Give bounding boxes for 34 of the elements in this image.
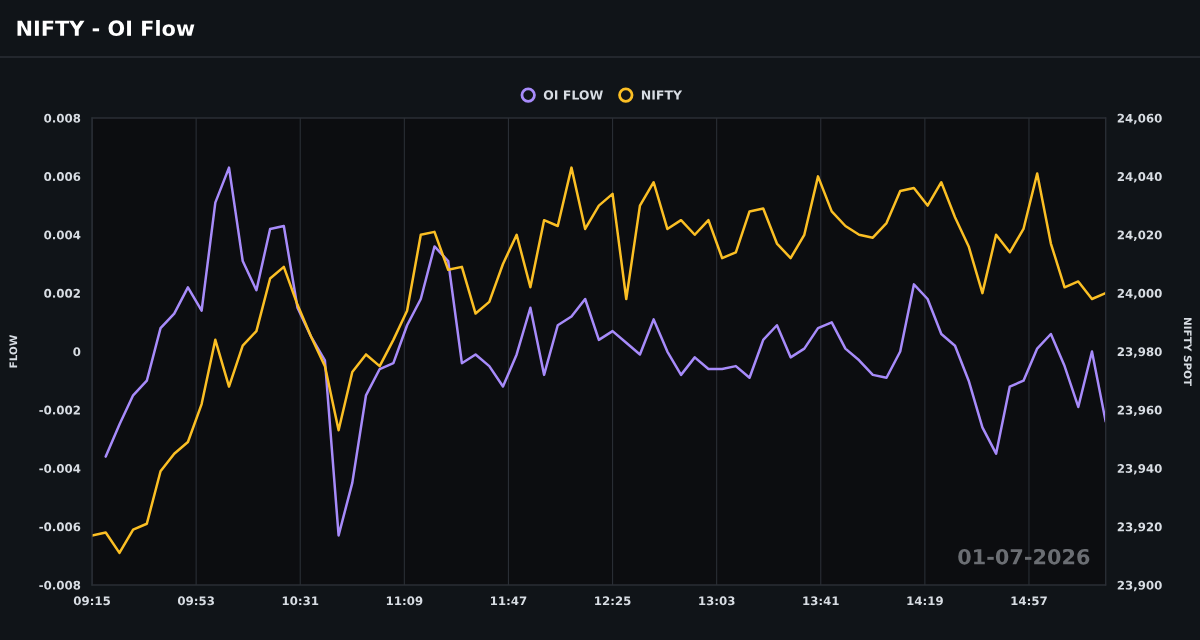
x-tick-label: 11:47 — [490, 596, 527, 606]
y-tick-label: 0 — [73, 347, 81, 357]
y-tick-label: -0.008 — [39, 580, 81, 590]
y2-axis-title: NIFTY SPOT — [1183, 317, 1192, 386]
y-tick-label: 0.006 — [44, 172, 81, 182]
y-axis-title: FLOW — [9, 334, 18, 368]
x-tick-label: 12:25 — [595, 596, 631, 606]
y2-tick-label: 23,900 — [1117, 580, 1162, 592]
legend-label: NIFTY — [641, 90, 683, 100]
y2-tick-label: 24,060 — [1117, 113, 1162, 125]
y-tick-label: 0.002 — [44, 288, 80, 298]
y2-tick-label: 24,000 — [1117, 288, 1162, 300]
x-tick-label: 13:03 — [699, 596, 735, 606]
x-tick-label: 09:53 — [177, 596, 214, 606]
y-tick-label: -0.006 — [39, 522, 81, 532]
y2-tick-label: 24,020 — [1117, 230, 1162, 241]
x-tick-label: 14:19 — [907, 596, 943, 606]
x-tick-label: 13:41 — [803, 596, 839, 606]
y2-tick-label: 23,980 — [1117, 347, 1162, 358]
y-tick-label: -0.004 — [39, 464, 81, 473]
y-tick-label: 0.004 — [44, 230, 81, 240]
y2-tick-label: 23,940 — [1117, 464, 1162, 475]
x-tick-label: 11:09 — [386, 596, 423, 606]
y2-tick-label: 23,920 — [1117, 522, 1162, 533]
y-tick-label: 0.008 — [44, 113, 81, 123]
x-tick-label: 10:31 — [282, 596, 319, 606]
x-tick-label: 09:15 — [73, 596, 111, 606]
y2-tick-label: 23,960 — [1117, 405, 1162, 417]
y2-tick-label: 24,040 — [1117, 172, 1162, 183]
x-tick-label: 14:57 — [1011, 596, 1047, 606]
annotation: 01-07-2026 — [958, 548, 1090, 565]
y-tick-label: -0.002 — [39, 405, 80, 415]
legend-label: OI FLOW — [543, 90, 603, 100]
chart-title: NIFTY - OI Flow — [17, 20, 195, 37]
